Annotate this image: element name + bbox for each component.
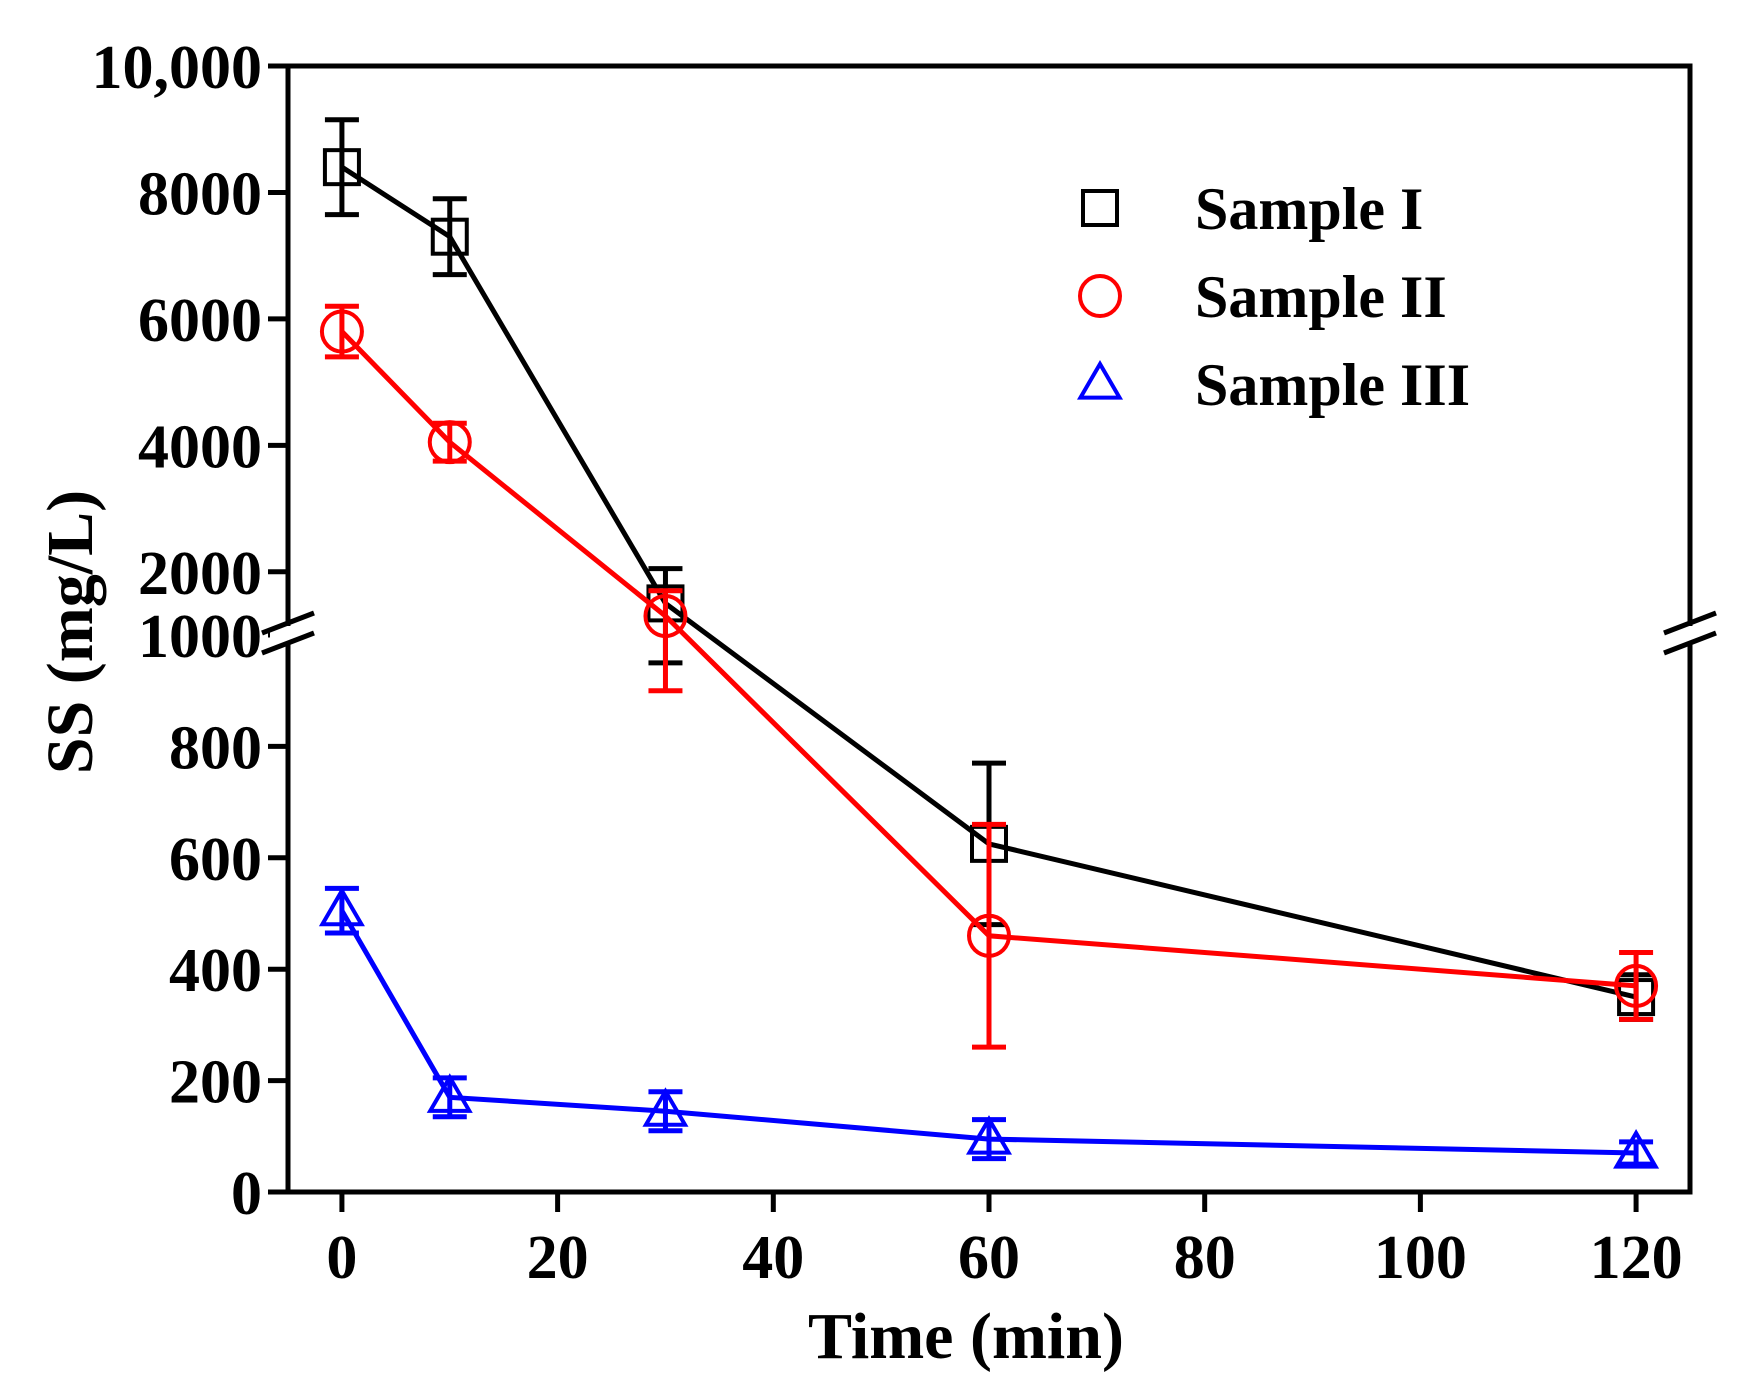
y-tick-label: 200 bbox=[169, 1049, 262, 1117]
legend-marker-triangle bbox=[1076, 359, 1124, 400]
axis-break-slash bbox=[261, 610, 315, 636]
x-tick-label: 100 bbox=[1374, 1224, 1467, 1292]
data-point-circle bbox=[427, 420, 472, 465]
legend-label: Sample II bbox=[1195, 264, 1447, 330]
data-point-square bbox=[430, 217, 469, 256]
y-tick-label: 800 bbox=[169, 714, 262, 782]
series-3 bbox=[318, 885, 1660, 1169]
x-tick-label: 60 bbox=[958, 1224, 1020, 1292]
data-point-triangle bbox=[642, 1087, 689, 1127]
legend-label: Sample III bbox=[1195, 352, 1470, 418]
data-point-circle bbox=[319, 309, 364, 354]
data-point-triangle bbox=[426, 1073, 473, 1113]
data-point-triangle bbox=[318, 886, 365, 927]
error-bar bbox=[972, 821, 1006, 1050]
x-axis-title: Time (min) bbox=[808, 1300, 1124, 1373]
error-bar bbox=[324, 303, 359, 360]
error-bar bbox=[432, 196, 467, 278]
y-tick-label: 1000 bbox=[138, 603, 262, 671]
left-axis-break bbox=[261, 610, 315, 656]
legend-label: Sample I bbox=[1195, 176, 1423, 242]
data-point-circle bbox=[967, 913, 1011, 958]
axis-break-slash bbox=[1663, 630, 1717, 656]
y-tick-label: 600 bbox=[169, 826, 262, 894]
legend-entry: Sample III bbox=[1076, 352, 1470, 418]
y-tick-label: 8000 bbox=[138, 160, 262, 228]
right-axis-break bbox=[1663, 610, 1717, 656]
legend: Sample I Sample II Sample III bbox=[1076, 176, 1470, 418]
plot-area bbox=[318, 117, 1660, 1169]
data-point-square bbox=[322, 148, 361, 187]
y-tick-label: 0 bbox=[231, 1160, 262, 1228]
y-tick-label: 2000 bbox=[138, 540, 262, 608]
y-tick-label: 4000 bbox=[138, 413, 262, 481]
error-bar bbox=[1619, 949, 1654, 1022]
y-axis-title: SS (mg/L) bbox=[34, 490, 107, 774]
series-2 bbox=[319, 303, 1659, 1050]
x-tick-label: 80 bbox=[1174, 1224, 1236, 1292]
legend-marker-square bbox=[1081, 189, 1119, 227]
y-tick-label: 400 bbox=[169, 937, 262, 1005]
data-point-circle bbox=[643, 594, 688, 639]
data-point-circle bbox=[1614, 963, 1659, 1008]
axis-break-slash bbox=[1663, 610, 1717, 636]
error-bar bbox=[324, 117, 359, 218]
legend-entry: Sample II bbox=[1078, 264, 1447, 330]
y-tick-label: 10,000 bbox=[92, 34, 263, 102]
x-tick-label: 0 bbox=[326, 1224, 357, 1292]
x-tick-label: 120 bbox=[1590, 1224, 1683, 1292]
error-bar bbox=[1619, 1139, 1654, 1167]
error-bar bbox=[648, 588, 683, 694]
legend-marker-circle bbox=[1078, 274, 1122, 318]
x-tick-label: 40 bbox=[742, 1224, 804, 1292]
y-tick-label: 6000 bbox=[138, 287, 262, 355]
data-point-triangle bbox=[965, 1115, 1013, 1155]
axis-break-slash bbox=[261, 630, 315, 656]
x-tick-label: 20 bbox=[527, 1224, 589, 1292]
legend-entry: Sample I bbox=[1081, 176, 1423, 242]
data-point-triangle bbox=[1613, 1129, 1660, 1169]
